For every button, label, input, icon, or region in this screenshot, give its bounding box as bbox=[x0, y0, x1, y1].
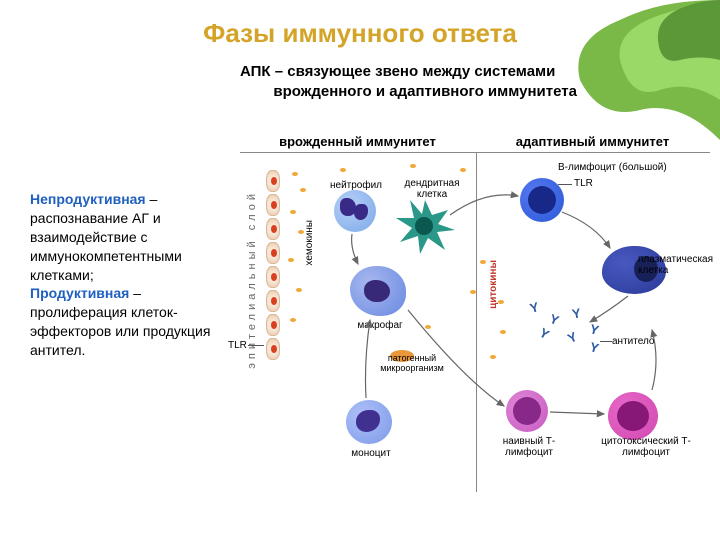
phase2-name: Продуктивная bbox=[30, 285, 129, 301]
immune-diagram: врожденный иммунитет адаптивный иммуните… bbox=[240, 130, 710, 510]
page-title: Фазы иммунного ответа bbox=[0, 18, 720, 49]
subtitle: АПК – связующее звено между системами вр… bbox=[240, 62, 670, 101]
subtitle-line1: АПК – связующее звено между системами bbox=[240, 63, 555, 80]
phase1-name: Непродуктивная bbox=[30, 191, 146, 207]
side-paragraph: Непродуктивная – распознавание АГ и взаи… bbox=[30, 190, 240, 360]
arrows bbox=[240, 130, 710, 500]
subtitle-line2: врожденного и адаптивного иммунитета bbox=[273, 83, 577, 100]
